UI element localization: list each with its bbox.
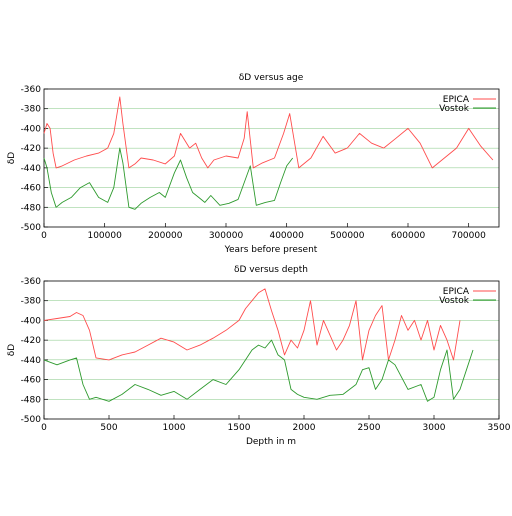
y-tick-label: -480 [21,395,42,405]
chart-age: δD versus age Years before present δD EP… [7,73,500,255]
x-tick-label: 400000 [269,231,304,241]
legend: EPICA Vostok [439,95,496,114]
x-tick-label: 200000 [148,231,183,241]
series-line-epica [43,288,461,361]
y-axis-label: δD [7,344,17,357]
legend-label-epica: EPICA [443,95,470,105]
x-tick-label: 600000 [391,231,426,241]
x-tick-label: 3500 [488,423,511,433]
y-tick-label: -380 [21,105,42,115]
series-line-vostok [43,339,474,402]
legend-label-vostok: Vostok [439,104,470,114]
x-tick-label: 2500 [358,423,381,433]
y-tick-label: -440 [21,356,42,366]
y-tick-label: -420 [21,144,42,154]
plot-area-frame [43,88,500,228]
y-tick-label: -380 [21,297,42,307]
y-tick-label: -420 [21,336,42,346]
x-tick-label: 1000 [163,423,186,433]
x-tick-label: 300000 [209,231,244,241]
y-tick-label: -360 [21,85,42,95]
y-tick-label: -500 [21,415,42,425]
series-line-epica [43,96,494,169]
x-tick-label: 1500 [228,423,251,433]
y-tick-label: -500 [21,223,42,233]
x-tick-label: 2000 [293,423,316,433]
x-tick-label: 0 [41,231,47,241]
y-tick-label: -360 [21,277,42,287]
y-tick-label: -400 [21,316,42,326]
x-tick-label: 3000 [423,423,446,433]
y-tick-label: -460 [21,184,42,194]
x-tick-label: 500000 [330,231,365,241]
y-tick-label: -460 [21,376,42,386]
legend-label-vostok: Vostok [439,296,470,306]
chart-title: δD versus depth [234,265,308,275]
chart-title: δD versus age [239,73,304,83]
x-axis-label: Depth in m [246,437,296,447]
plot-area-frame [43,280,500,420]
x-axis-label: Years before present [224,245,318,255]
y-axis-label: δD [7,152,17,165]
chart-depth: δD versus depth Depth in m δD EPICA Vost… [7,265,511,447]
y-tick-label: -440 [21,164,42,174]
legend: EPICA Vostok [439,287,496,306]
x-tick-label: 0 [41,423,47,433]
y-tick-label: -400 [21,124,42,134]
x-tick-label: 500 [100,423,117,433]
y-tick-label: -480 [21,203,42,213]
legend-label-epica: EPICA [443,287,470,297]
x-tick-label: 100000 [87,231,122,241]
series-line-vostok [43,147,294,210]
x-tick-label: 700000 [451,231,486,241]
